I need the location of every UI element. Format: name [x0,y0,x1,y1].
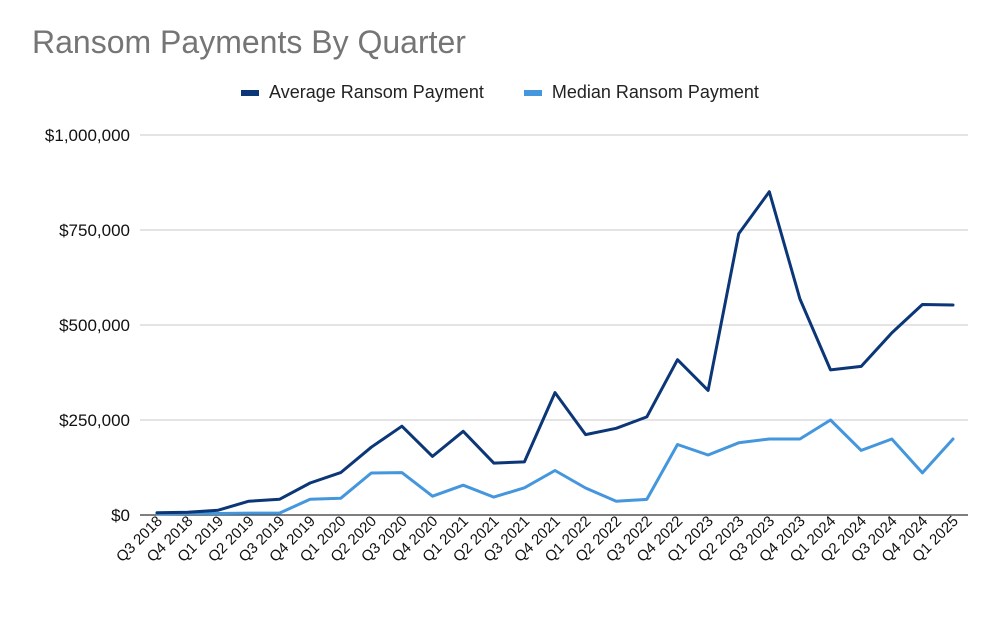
y-tick-label: $0 [111,506,130,525]
legend-label-average: Average Ransom Payment [269,82,484,102]
series-line-median [155,418,955,516]
y-tick-label: $250,000 [59,411,130,430]
series-line-average [155,190,955,515]
chart-title: Ransom Payments By Quarter [32,24,466,60]
legend-item-median: Median Ransom Payment [523,82,759,103]
legend: Average Ransom Payment Median Ransom Pay… [0,82,1000,103]
legend-swatch-average [241,89,260,96]
legend-item-average: Average Ransom Payment [241,82,484,103]
y-tick-label: $1,000,000 [45,126,130,145]
y-tick-label: $750,000 [59,221,130,240]
y-tick-label: $500,000 [59,316,130,335]
legend-label-median: Median Ransom Payment [551,82,759,102]
legend-swatch-median [523,89,542,96]
